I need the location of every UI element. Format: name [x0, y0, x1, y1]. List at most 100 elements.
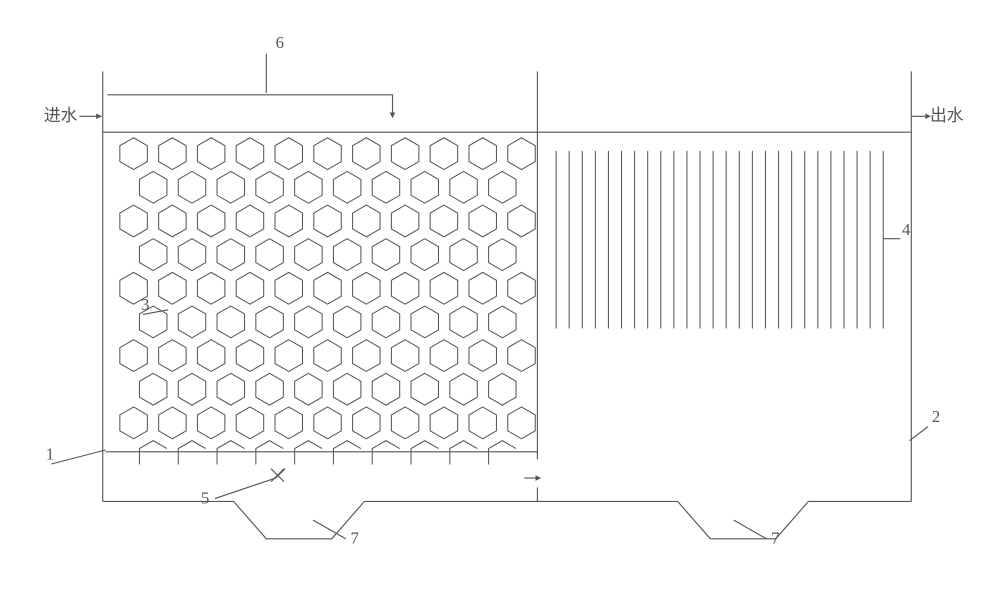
hexagon-icon [197, 407, 224, 439]
hexagon-icon [178, 441, 205, 465]
label-5: 5 [201, 488, 209, 507]
hexagon-icon [353, 205, 380, 237]
leader-2 [909, 427, 928, 441]
diagram-root: 进水出水12345677 [20, 20, 980, 593]
hexagon-icon [120, 340, 147, 372]
hexagon-icon [236, 407, 263, 439]
hexagon-icon [450, 306, 477, 338]
hexagon-icon [391, 407, 418, 439]
hexagon-icon [178, 373, 205, 405]
hopper [678, 501, 809, 538]
hexagon-icon [430, 340, 457, 372]
hexagon-icon [391, 138, 418, 170]
hexagon-icon [120, 407, 147, 439]
hexagon-icon [372, 306, 399, 338]
hexagon-icon [391, 272, 418, 304]
hexagon-icon [256, 171, 283, 203]
hexagon-icon [178, 306, 205, 338]
label-inlet: 进水 [44, 106, 78, 125]
hexagon-icon [469, 272, 496, 304]
hexagon-icon [295, 441, 322, 465]
label-4: 4 [902, 220, 911, 239]
hexagon-icon [508, 407, 535, 439]
hexagon-icon [217, 441, 244, 465]
leader-7b [734, 520, 767, 539]
hexagon-icon [353, 272, 380, 304]
label-outlet: 出水 [930, 106, 964, 125]
hexagon-icon [275, 205, 302, 237]
hexagon-icon [411, 306, 438, 338]
hexagon-icon [430, 205, 457, 237]
hexagon-icon [469, 340, 496, 372]
leader-5 [215, 469, 285, 499]
hexagon-icon [469, 205, 496, 237]
leader-6-arrow [107, 95, 392, 114]
hexagon-icon [256, 306, 283, 338]
hexagon-icon [275, 340, 302, 372]
hexagon-icon [372, 171, 399, 203]
hexagon-icon [197, 138, 224, 170]
hexagon-icon [372, 441, 399, 465]
hopper [234, 501, 365, 538]
hexagon-icon [275, 272, 302, 304]
hexagon-icon [178, 239, 205, 271]
hexagon-icon [275, 407, 302, 439]
hexagon-icon [120, 205, 147, 237]
hexagon-icon [411, 441, 438, 465]
hexagon-icon [236, 205, 263, 237]
hexagon-icon [295, 306, 322, 338]
hexagon-icon [217, 373, 244, 405]
hexagon-icon [178, 171, 205, 203]
hexagon-icon [139, 373, 166, 405]
hexagon-icon [333, 239, 360, 271]
hexagon-icon [295, 239, 322, 271]
hexagon-icon [295, 171, 322, 203]
hexagon-icon [314, 138, 341, 170]
hexagon-icon [372, 373, 399, 405]
hexagon-icon [333, 373, 360, 405]
hexagon-icon [430, 407, 457, 439]
hexagon-icon [430, 272, 457, 304]
label-7a: 7 [350, 528, 358, 547]
hexagon-icon [314, 407, 341, 439]
hexagon-icon [450, 373, 477, 405]
hexagon-icon [391, 340, 418, 372]
hexagon-icon [508, 272, 535, 304]
hexagon-icon [353, 138, 380, 170]
hexagon-icon [372, 239, 399, 271]
hexagon-icon [450, 171, 477, 203]
hexagon-icon [353, 340, 380, 372]
hexagon-icon [489, 306, 516, 338]
hexagon-icon [508, 138, 535, 170]
diagram-svg: 进水出水12345677 [20, 20, 980, 593]
hexagon-icon [197, 205, 224, 237]
hexagon-icon [508, 205, 535, 237]
hexagon-icon [159, 138, 186, 170]
hexagon-icon [314, 272, 341, 304]
label-1: 1 [46, 444, 54, 463]
hexagon-icon [256, 441, 283, 465]
hexagon-icon [236, 340, 263, 372]
leader-1 [51, 450, 105, 464]
hexagon-icon [469, 407, 496, 439]
hexagon-icon [353, 407, 380, 439]
hexagon-icon [333, 306, 360, 338]
hexagon-icon [333, 171, 360, 203]
hexagon-icon [275, 138, 302, 170]
hexagon-icon [159, 205, 186, 237]
hexagon-icon [139, 239, 166, 271]
hexagon-icon [256, 239, 283, 271]
hexagon-icon [197, 340, 224, 372]
hexagon-icon [159, 407, 186, 439]
hexagon-icon [139, 441, 166, 465]
hexagon-icon [489, 171, 516, 203]
hexagon-icon [411, 373, 438, 405]
hexagon-icon [333, 441, 360, 465]
hexagon-icon [295, 373, 322, 405]
hexagon-icon [411, 239, 438, 271]
hexagon-icon [508, 340, 535, 372]
hexagon-icon [469, 138, 496, 170]
hexagon-icon [159, 272, 186, 304]
hexagon-icon [236, 138, 263, 170]
label-6: 6 [276, 33, 284, 52]
